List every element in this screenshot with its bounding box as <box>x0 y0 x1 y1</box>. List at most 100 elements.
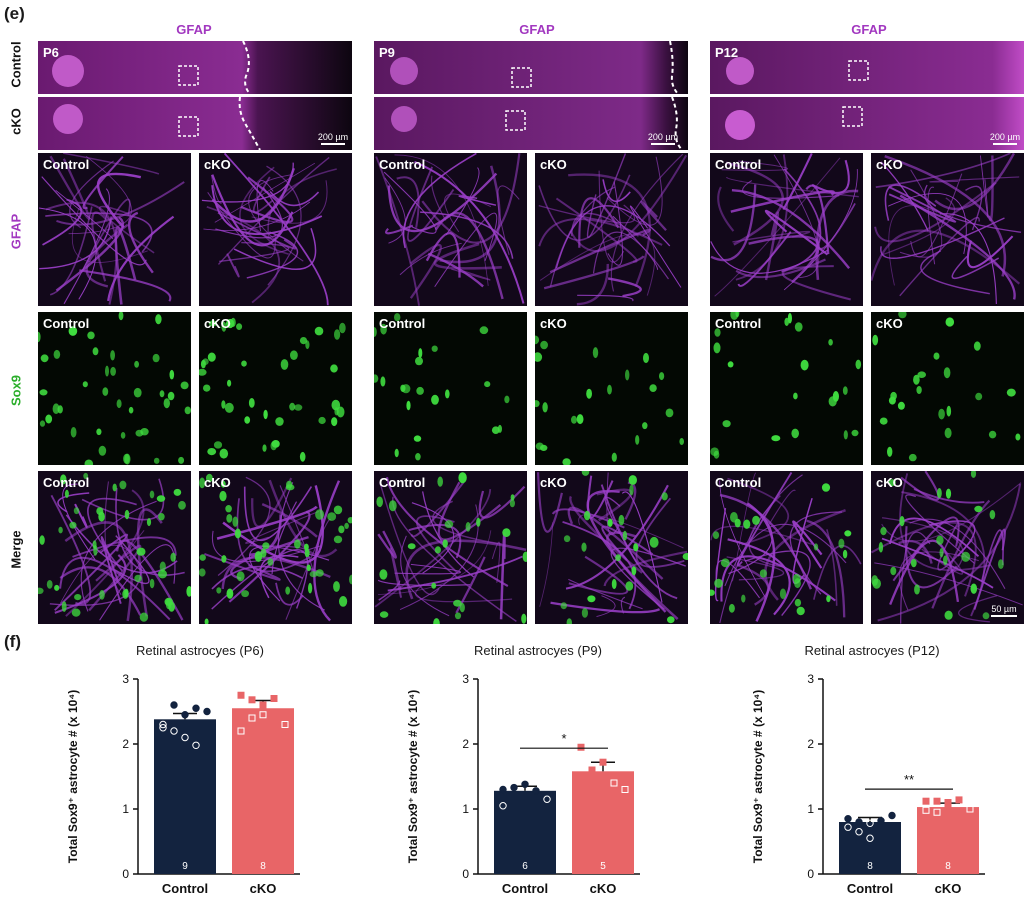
data-point <box>543 795 551 803</box>
tile-label-merge-p6-control: Control <box>43 475 90 490</box>
data-point <box>944 802 952 810</box>
image-tile-gfap-p6-cko: cKO <box>199 153 352 306</box>
y-tick-label: 3 <box>122 672 129 686</box>
bar-chart-p9: Total Sox9⁺ astrocyte # (x 10⁴) 0 1 2 3 6 Cont… <box>406 672 640 896</box>
scale-label-p9: 200 µm <box>647 132 679 142</box>
data-point <box>855 818 863 826</box>
row-label-cko: cKO <box>8 108 24 135</box>
y-tick-label: 1 <box>462 802 469 816</box>
n-label: 5 <box>600 861 606 872</box>
data-point <box>248 714 256 722</box>
data-point <box>866 819 874 828</box>
bar-control <box>494 790 556 874</box>
chart-title-p9: Retinal astrocyes (P9) <box>474 643 602 658</box>
data-point <box>588 766 596 774</box>
bar-control <box>839 822 901 874</box>
bar-chart-p6: Total Sox9⁺ astrocyte # (x 10⁴) 0 1 2 3 9 Cont… <box>66 672 300 896</box>
image-tile-sox9-p9-cko: cKO <box>535 312 688 465</box>
data-point <box>181 711 189 719</box>
y-tick-label: 0 <box>807 867 814 881</box>
y-tick-label: 0 <box>462 867 469 881</box>
bar-cko <box>917 807 979 874</box>
image-tile-gfap-p12-control: Control <box>710 153 863 306</box>
data-point <box>888 811 896 820</box>
scale-bar-p12: 200 µm <box>988 132 1022 145</box>
column-header-p12: GFAP <box>851 22 887 37</box>
data-point <box>855 828 863 836</box>
data-point <box>159 724 167 732</box>
data-point <box>499 802 507 810</box>
data-point <box>248 696 256 704</box>
scale-label-p6: 200 µm <box>317 132 349 142</box>
image-tile-sox9-p12-cko: cKO <box>871 312 1024 465</box>
data-point <box>192 704 200 712</box>
image-tile-sox9-p6-cko: cKO <box>199 312 352 465</box>
scale-label-tile: 50 µm <box>991 604 1017 614</box>
data-point <box>844 823 852 831</box>
tile-label-gfap-p6-cko: cKO <box>204 157 231 172</box>
y-tick-label: 0 <box>122 867 129 881</box>
overview-image-p6-cko: 200 µm <box>38 97 352 150</box>
scale-label-p12: 200 µm <box>989 132 1021 142</box>
data-point <box>966 805 974 813</box>
tile-label-merge-p12-control: Control <box>715 475 762 490</box>
tile-label-gfap-p6-control: Control <box>43 157 90 172</box>
image-tile-gfap-p6-control: Control <box>38 153 191 306</box>
significance-label: * <box>561 731 566 746</box>
category-label: Control <box>502 881 548 896</box>
image-tile-merge-p12-cko: cKO 50 µm <box>871 471 1024 624</box>
row-label-merge: Merge <box>8 530 24 569</box>
data-point <box>181 733 189 742</box>
data-point <box>259 701 267 709</box>
tile-label-sox9-p12-control: Control <box>715 316 762 331</box>
row-label-gfap: GFAP <box>8 213 24 250</box>
column-header-p6: GFAP <box>176 22 212 37</box>
age-label-p6: P6 <box>43 45 59 60</box>
overview-image-p6-control: P6 <box>38 41 352 94</box>
category-label: cKO <box>590 881 617 896</box>
tile-label-merge-p9-control: Control <box>379 475 426 490</box>
tile-label-gfap-p12-cko: cKO <box>876 157 903 172</box>
y-tick-label: 3 <box>807 672 814 686</box>
scale-bar-p9: 200 µm <box>646 132 680 145</box>
age-label-p12: P12 <box>715 45 739 60</box>
category-label: cKO <box>935 881 962 896</box>
n-label: 9 <box>182 861 188 872</box>
data-point <box>866 834 874 842</box>
data-point <box>532 787 540 795</box>
y-tick-label: 2 <box>462 737 469 751</box>
data-point <box>259 711 267 719</box>
bar-cko <box>232 708 294 874</box>
chart-title-p12: Retinal astrocyes (P12) <box>804 643 940 658</box>
image-tile-sox9-p12-control: Control <box>710 312 863 465</box>
data-point <box>621 786 629 793</box>
image-tile-sox9-p6-control: Control <box>38 312 191 465</box>
image-tile-merge-p6-control: Control <box>38 471 191 624</box>
data-point <box>955 796 963 804</box>
panel-letter-e: (e) <box>4 4 25 23</box>
image-tile-merge-p9-control: Control <box>374 471 527 624</box>
data-point <box>577 743 585 751</box>
tile-label-sox9-p6-control: Control <box>43 316 90 331</box>
data-point <box>521 780 529 789</box>
data-point <box>170 701 178 709</box>
tile-label-gfap-p9-control: Control <box>379 157 426 172</box>
panel-letter-f: (f) <box>4 632 21 651</box>
y-tick-label: 2 <box>122 737 129 751</box>
y-axis-label: Total Sox9⁺ astrocyte # (x 10⁴) <box>66 690 80 863</box>
data-point <box>192 741 200 750</box>
image-tile-merge-p6-cko: cKO <box>199 471 352 624</box>
data-point <box>170 727 178 735</box>
data-point <box>599 758 607 766</box>
tile-label-sox9-p9-cko: cKO <box>540 316 567 331</box>
image-tile-gfap-p12-cko: cKO <box>871 153 1024 306</box>
category-label: cKO <box>250 881 277 896</box>
image-tile-gfap-p9-control: Control <box>374 153 527 306</box>
bar-control <box>154 719 216 874</box>
y-axis-label: Total Sox9⁺ astrocyte # (x 10⁴) <box>406 690 420 863</box>
n-label: 8 <box>867 861 873 872</box>
tile-label-merge-p9-cko: cKO <box>540 475 567 490</box>
n-label: 8 <box>945 861 951 872</box>
y-tick-label: 1 <box>807 802 814 816</box>
tile-label-sox9-p12-cko: cKO <box>876 316 903 331</box>
